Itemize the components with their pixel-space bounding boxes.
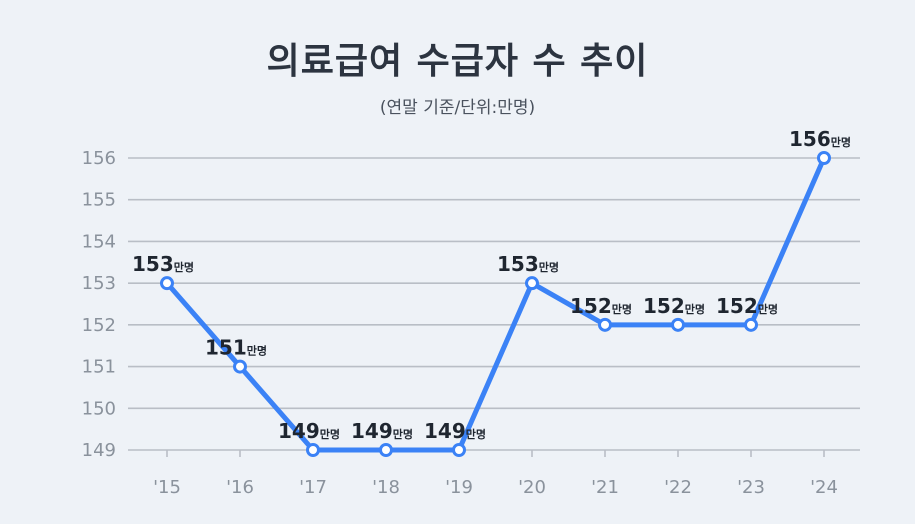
chart-title: 의료급여 수급자 수 추이: [266, 41, 649, 82]
data-point: [525, 276, 539, 291]
x-tick-label: '22: [664, 477, 692, 498]
y-tick-label: 154: [82, 231, 116, 252]
x-tick-label: '15: [153, 477, 181, 498]
y-tick-label: 149: [82, 440, 116, 461]
y-tick-label: 155: [82, 190, 116, 211]
data-label: 153만명: [497, 252, 559, 276]
data-label: 152만명: [716, 294, 778, 318]
data-point: [744, 317, 758, 332]
data-point: [671, 317, 685, 332]
x-tick-label: '20: [518, 477, 546, 498]
series-line: [164, 155, 827, 453]
data-label: 151만명: [205, 336, 267, 360]
x-tick-label: '18: [372, 477, 400, 498]
x-tick-label: '17: [299, 477, 327, 498]
data-label: 156만명: [789, 127, 851, 151]
x-tick-label: '21: [591, 477, 619, 498]
data-label: 152만명: [643, 294, 705, 318]
data-point: [452, 443, 466, 457]
y-tick-label: 150: [82, 398, 116, 419]
data-point: [379, 443, 393, 457]
chart-subtitle: (연말 기준/단위:만명): [379, 98, 536, 118]
data-point: [817, 151, 831, 165]
data-label: 149만명: [278, 419, 340, 443]
y-tick-label: 156: [82, 148, 116, 169]
x-tick-label: '24: [810, 477, 838, 498]
data-label: 149만명: [351, 419, 413, 443]
x-tick-label: '23: [737, 477, 765, 498]
y-tick-label: 151: [82, 357, 116, 378]
data-point: [233, 359, 247, 374]
data-point: [598, 317, 612, 332]
x-tick-label: '19: [445, 477, 473, 498]
data-label: 152만명: [570, 294, 632, 318]
y-tick-label: 153: [82, 273, 116, 294]
data-point: [306, 443, 320, 457]
data-point: [160, 276, 174, 291]
y-tick-label: 152: [82, 315, 116, 336]
data-label: 149만명: [424, 419, 486, 443]
data-label: 153만명: [132, 252, 194, 276]
x-tick-label: '16: [226, 477, 254, 498]
